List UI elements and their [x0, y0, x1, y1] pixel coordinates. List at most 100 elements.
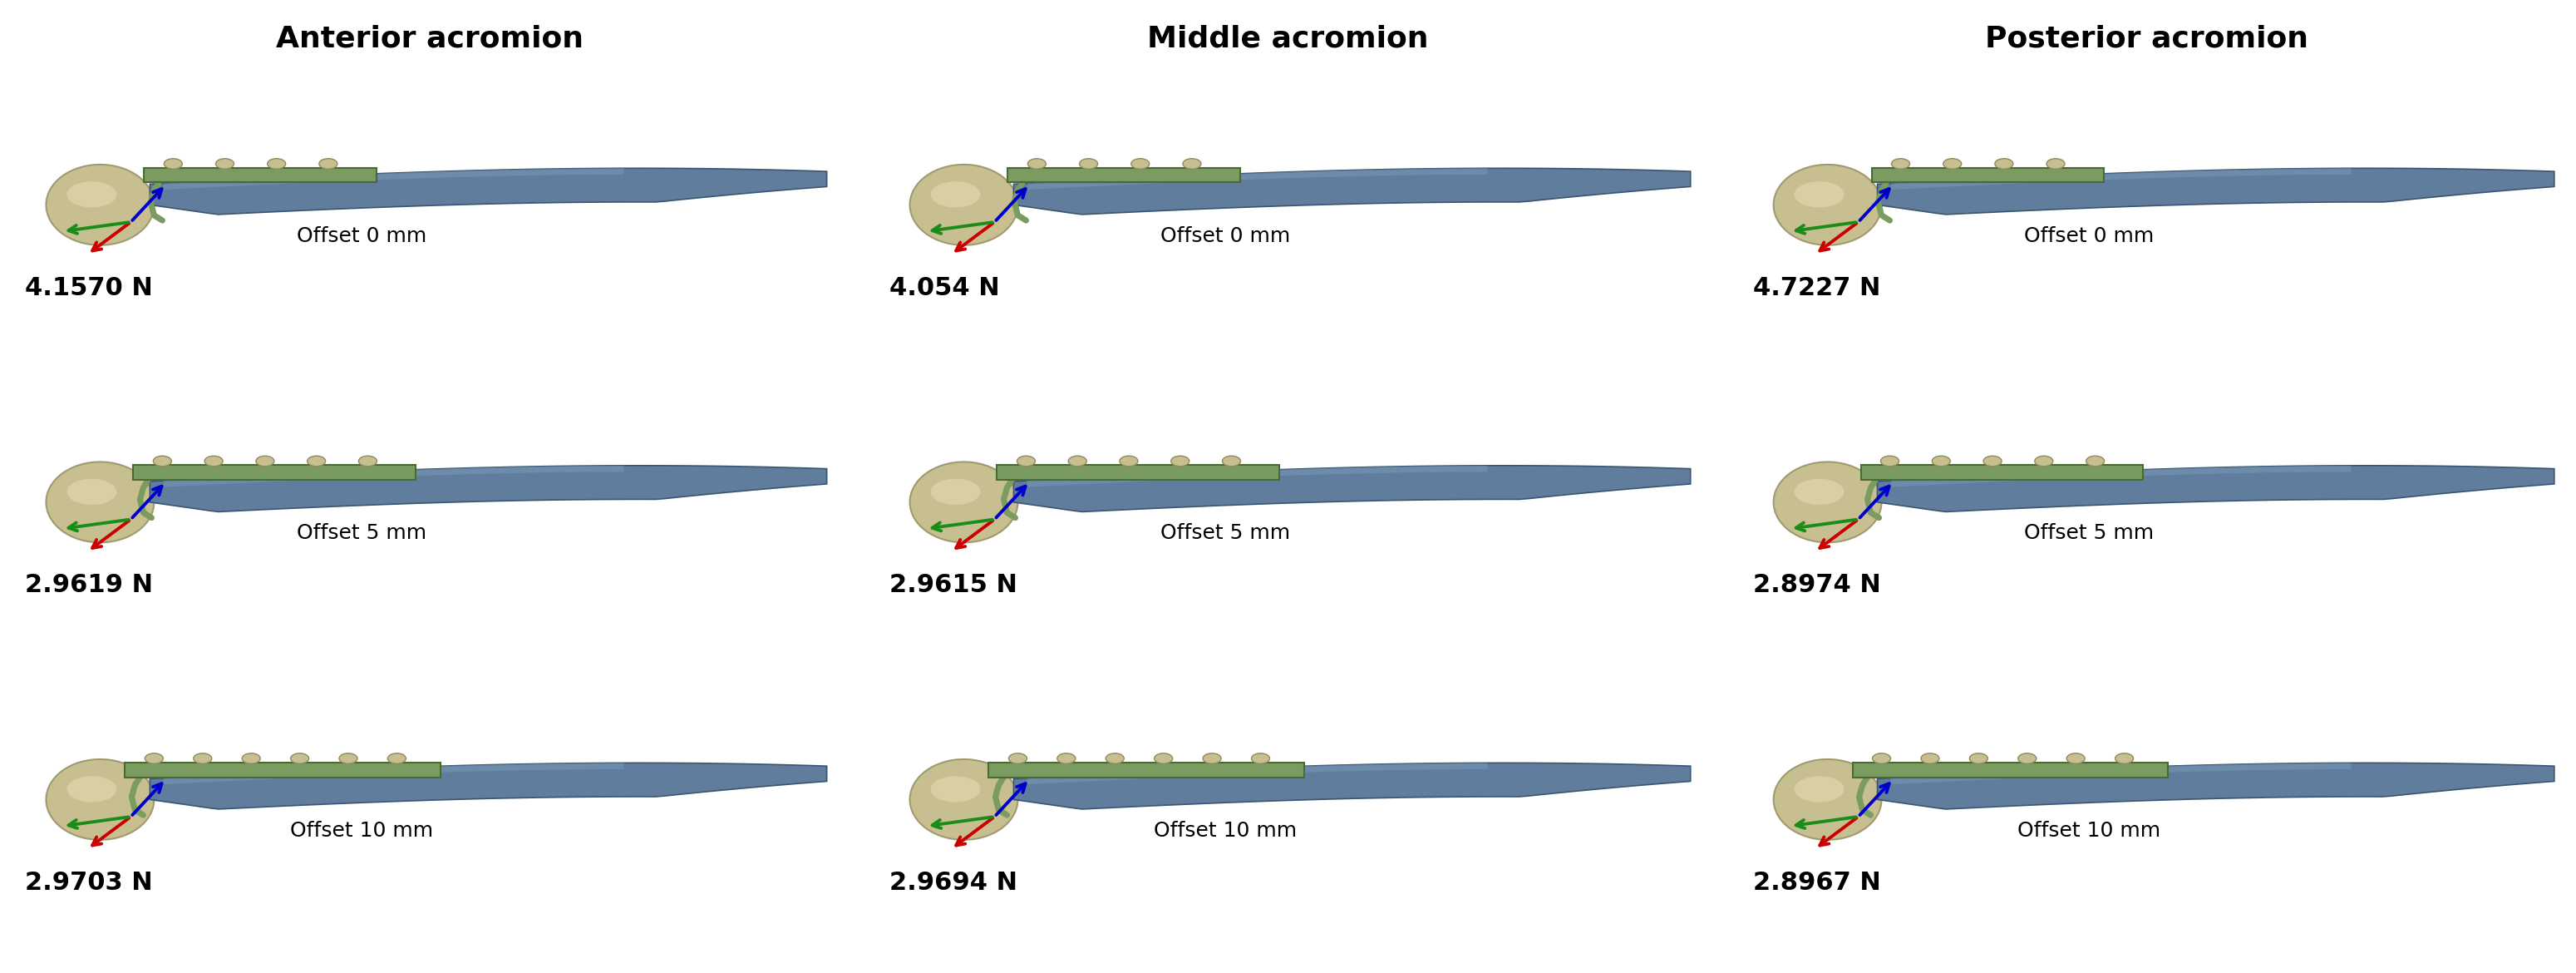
Ellipse shape	[358, 456, 376, 466]
Polygon shape	[1878, 465, 2555, 512]
Bar	[126, 763, 440, 777]
Ellipse shape	[909, 462, 1018, 543]
Polygon shape	[1028, 465, 1486, 486]
Ellipse shape	[1010, 753, 1028, 764]
Ellipse shape	[1154, 753, 1172, 764]
Bar	[1860, 465, 2143, 480]
Text: 2.9694 N: 2.9694 N	[889, 871, 1018, 895]
Polygon shape	[149, 763, 827, 810]
Ellipse shape	[1772, 164, 1880, 245]
Text: Middle acromion: Middle acromion	[1146, 24, 1430, 53]
Ellipse shape	[1069, 456, 1087, 466]
Bar	[997, 465, 1280, 480]
Polygon shape	[1012, 465, 1690, 512]
Text: Posterior acromion: Posterior acromion	[1986, 24, 2308, 53]
Polygon shape	[162, 168, 623, 190]
Ellipse shape	[2035, 456, 2053, 466]
Ellipse shape	[255, 456, 273, 466]
Ellipse shape	[1873, 753, 1891, 764]
Ellipse shape	[1105, 753, 1123, 764]
Ellipse shape	[1795, 479, 1844, 505]
Text: Offset 5 mm: Offset 5 mm	[296, 523, 428, 543]
Ellipse shape	[67, 776, 116, 802]
Text: Offset 10 mm: Offset 10 mm	[291, 821, 433, 841]
Ellipse shape	[909, 164, 1018, 245]
Polygon shape	[162, 763, 623, 784]
Polygon shape	[1878, 763, 2555, 810]
Text: Offset 0 mm: Offset 0 mm	[1159, 226, 1291, 246]
Text: 2.8974 N: 2.8974 N	[1752, 573, 1880, 597]
Ellipse shape	[1880, 456, 1899, 466]
Polygon shape	[1028, 763, 1486, 784]
Ellipse shape	[1224, 456, 1242, 466]
Ellipse shape	[1182, 159, 1200, 169]
Ellipse shape	[1018, 456, 1036, 466]
Bar	[1007, 168, 1242, 183]
Ellipse shape	[216, 159, 234, 169]
Polygon shape	[149, 168, 827, 214]
Ellipse shape	[389, 753, 407, 764]
Text: Offset 5 mm: Offset 5 mm	[2025, 523, 2154, 543]
Polygon shape	[162, 465, 623, 486]
Polygon shape	[149, 465, 827, 512]
Polygon shape	[1012, 168, 1690, 214]
Ellipse shape	[152, 456, 173, 466]
Text: 2.9615 N: 2.9615 N	[889, 573, 1018, 597]
Ellipse shape	[930, 479, 981, 505]
Ellipse shape	[340, 753, 358, 764]
Ellipse shape	[1971, 753, 1989, 764]
Bar	[989, 763, 1303, 777]
Ellipse shape	[1203, 753, 1221, 764]
Ellipse shape	[1891, 159, 1909, 169]
Text: Offset 5 mm: Offset 5 mm	[1162, 523, 1291, 543]
Text: 2.9703 N: 2.9703 N	[26, 871, 152, 895]
Ellipse shape	[2017, 753, 2035, 764]
Text: Offset 10 mm: Offset 10 mm	[2017, 821, 2161, 841]
Ellipse shape	[1056, 753, 1077, 764]
Text: 2.8967 N: 2.8967 N	[1752, 871, 1880, 895]
Ellipse shape	[1252, 753, 1270, 764]
Ellipse shape	[1079, 159, 1097, 169]
Text: Offset 0 mm: Offset 0 mm	[2025, 226, 2154, 246]
Text: 4.7227 N: 4.7227 N	[1752, 276, 1880, 300]
Ellipse shape	[2066, 753, 2084, 764]
Ellipse shape	[1772, 462, 1880, 543]
Ellipse shape	[46, 164, 155, 245]
Polygon shape	[1891, 763, 2352, 784]
Text: 4.1570 N: 4.1570 N	[26, 276, 152, 300]
Bar	[144, 168, 376, 183]
Text: Offset 0 mm: Offset 0 mm	[296, 226, 428, 246]
Ellipse shape	[204, 456, 224, 466]
Bar	[1852, 763, 2169, 777]
Ellipse shape	[319, 159, 337, 169]
Ellipse shape	[1121, 456, 1139, 466]
Ellipse shape	[909, 759, 1018, 840]
Text: Offset 10 mm: Offset 10 mm	[1154, 821, 1296, 841]
Ellipse shape	[2087, 456, 2105, 466]
Ellipse shape	[1984, 456, 2002, 466]
Ellipse shape	[1932, 456, 1950, 466]
Ellipse shape	[1922, 753, 1940, 764]
Polygon shape	[1878, 168, 2555, 214]
Bar	[134, 465, 415, 480]
Ellipse shape	[165, 159, 183, 169]
Ellipse shape	[930, 776, 981, 802]
Ellipse shape	[1131, 159, 1149, 169]
Ellipse shape	[1795, 182, 1844, 207]
Ellipse shape	[193, 753, 211, 764]
Polygon shape	[1012, 763, 1690, 810]
Polygon shape	[1028, 168, 1486, 190]
Text: Anterior acromion: Anterior acromion	[276, 24, 582, 53]
Ellipse shape	[930, 182, 981, 207]
Polygon shape	[1891, 465, 2352, 486]
Ellipse shape	[291, 753, 309, 764]
Polygon shape	[1891, 168, 2352, 190]
Ellipse shape	[46, 462, 155, 543]
Text: 2.9619 N: 2.9619 N	[26, 573, 155, 597]
Ellipse shape	[2045, 159, 2066, 169]
Ellipse shape	[1028, 159, 1046, 169]
Ellipse shape	[1795, 776, 1844, 802]
Text: 4.054 N: 4.054 N	[889, 276, 999, 300]
Ellipse shape	[268, 159, 286, 169]
Bar	[1873, 168, 2105, 183]
